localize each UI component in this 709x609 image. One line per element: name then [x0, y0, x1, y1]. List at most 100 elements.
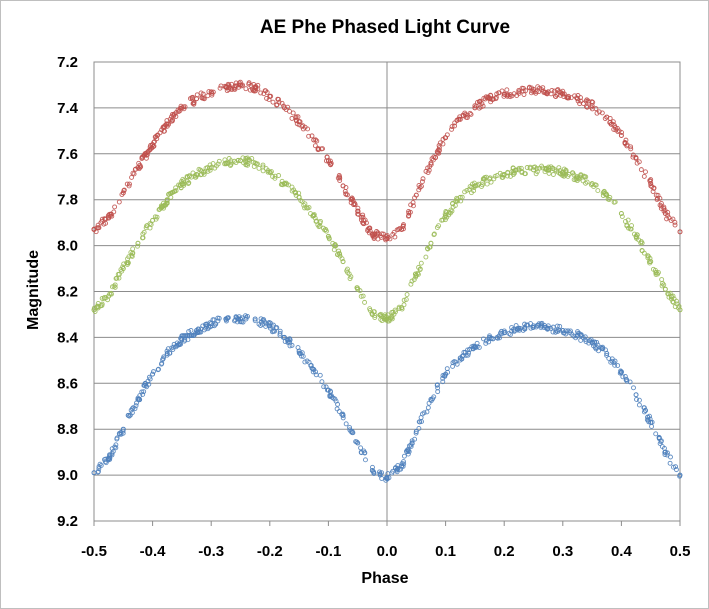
data-point [252, 316, 258, 322]
data-point [178, 185, 184, 191]
data-point [406, 210, 412, 216]
data-point [243, 316, 249, 322]
data-point [406, 443, 412, 449]
data-point [120, 264, 126, 270]
data-point [460, 112, 466, 118]
data-point [236, 82, 242, 88]
data-point [199, 168, 204, 174]
data-point [588, 182, 594, 188]
data-point [424, 409, 430, 415]
data-point [370, 469, 376, 475]
data-point [578, 98, 584, 104]
data-point [453, 198, 459, 204]
data-point [305, 126, 311, 132]
data-point [565, 93, 571, 99]
data-point [534, 323, 540, 328]
data-point [638, 167, 644, 173]
data-point [360, 221, 366, 226]
data-point [126, 413, 132, 419]
data-point [251, 82, 257, 87]
data-point [543, 167, 549, 173]
data-point [111, 209, 117, 215]
data-point [665, 212, 671, 218]
data-point [645, 417, 651, 423]
data-point [393, 309, 399, 315]
data-point [260, 162, 266, 168]
data-point [144, 152, 150, 158]
data-point [186, 180, 192, 186]
data-point [519, 85, 525, 91]
data-point [428, 162, 434, 167]
data-point [396, 304, 402, 310]
data-point [267, 325, 273, 331]
data-point [417, 266, 423, 272]
data-point [205, 93, 211, 99]
data-point [243, 86, 249, 92]
data-point [659, 277, 665, 282]
data-point [546, 167, 552, 173]
data-point [289, 184, 295, 190]
data-point [657, 441, 663, 447]
data-point [440, 375, 446, 381]
data-point [264, 89, 270, 95]
data-point [198, 326, 204, 332]
data-point [335, 175, 341, 181]
data-point [416, 426, 422, 431]
data-point [181, 338, 187, 344]
data-point [317, 372, 323, 378]
data-point [437, 140, 443, 146]
data-point [400, 463, 406, 469]
data-point [103, 216, 108, 222]
data-point [296, 122, 302, 128]
data-point [119, 268, 125, 274]
data-point [603, 192, 609, 198]
data-point [556, 165, 562, 171]
data-point [434, 382, 440, 388]
data-point [574, 96, 580, 102]
data-point [440, 136, 446, 142]
data-point [161, 124, 166, 130]
data-point [151, 369, 156, 375]
data-point [465, 352, 471, 358]
data-point [191, 333, 197, 338]
data-point [677, 229, 683, 235]
data-point [583, 104, 589, 110]
series-3 [91, 313, 683, 483]
data-point [573, 335, 579, 341]
data-point [524, 322, 529, 328]
data-point [139, 389, 145, 395]
data-point [595, 342, 601, 348]
data-point [176, 109, 182, 114]
data-point [313, 137, 319, 143]
data-point [276, 173, 282, 178]
data-point [372, 231, 378, 237]
data-point [126, 183, 132, 189]
data-point [107, 455, 113, 461]
data-point [586, 99, 592, 105]
data-point [556, 89, 562, 95]
data-point [634, 396, 639, 402]
data-point [619, 130, 624, 135]
data-point [596, 109, 602, 115]
data-point [615, 363, 621, 368]
data-point [163, 202, 169, 208]
data-point [587, 338, 593, 344]
data-point [125, 412, 131, 418]
data-point [353, 439, 359, 445]
data-point [101, 296, 107, 302]
data-point [340, 259, 346, 265]
data-point [516, 165, 522, 171]
data-point [519, 170, 525, 176]
data-point [520, 88, 526, 94]
data-point [589, 99, 595, 105]
data-point [95, 469, 101, 475]
data-point [190, 101, 196, 107]
data-point [649, 424, 655, 429]
data-point [340, 415, 346, 421]
data-point [377, 233, 383, 239]
data-point [628, 226, 634, 232]
data-point [130, 251, 136, 256]
data-point [168, 114, 174, 120]
data-point [662, 452, 668, 458]
data-point [648, 183, 654, 189]
